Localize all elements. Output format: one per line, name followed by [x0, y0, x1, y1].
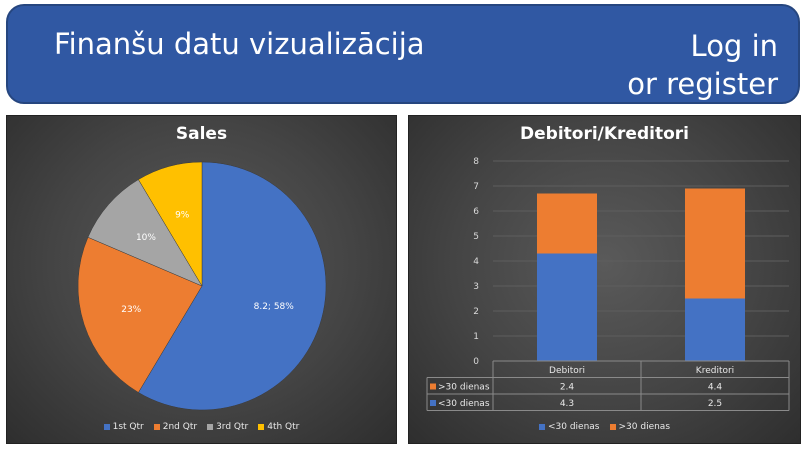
- pie-label-2nd-qtr: 23%: [121, 305, 141, 315]
- sales-pie-chart: 8.2; 58% 23% 10% 9%: [77, 161, 327, 411]
- pie-label-1st-qtr: 8.2; 58%: [254, 302, 295, 312]
- legend-item-4th-qtr: 4th Qtr: [258, 422, 299, 432]
- sales-chart-title: Sales: [175, 124, 228, 144]
- table-cell-value: 2.4: [560, 383, 575, 393]
- table-row-label: <30 dienas: [438, 399, 490, 409]
- table-key-swatch: [430, 400, 436, 406]
- legend-label: >30 dienas: [618, 422, 671, 432]
- legend-label: 4th Qtr: [267, 422, 300, 432]
- debt-bar-chart: 0 1 2 3 4 5 6 7 8 Debitori Kreditori >30 dienas 2.4 4…: [426, 157, 790, 411]
- legend-swatch: [103, 423, 110, 430]
- pie-label-3rd-qtr: 10%: [136, 233, 156, 243]
- pie-slice-3rd-qtr: [87, 179, 203, 287]
- debt-chart-title: Debitori/Kreditori: [520, 124, 689, 144]
- legend-swatch: [258, 423, 265, 430]
- legend-label: 3rd Qtr: [216, 422, 249, 432]
- legend-item-1st-qtr: 1st Qtr: [103, 422, 144, 432]
- y-tick-label: 0: [473, 357, 479, 367]
- bar-kreditori-over-30: [685, 188, 745, 299]
- y-tick-label: 1: [473, 332, 479, 342]
- sales-chart-panel: Sales 8.2; 58% 23% 10% 9% 1st Qtr 2nd Qtr 3rd…: [6, 115, 397, 444]
- y-tick-label: 3: [473, 282, 479, 292]
- debt-legend: <30 dienas >30 dienas: [409, 422, 800, 432]
- app-title: Finanšu datu vizualizācija: [54, 27, 425, 61]
- y-tick-label: 8: [473, 157, 479, 167]
- sales-legend: 1st Qtr 2nd Qtr 3rd Qtr 4th Qtr: [7, 422, 396, 432]
- y-tick-label: 7: [473, 182, 479, 192]
- bar-kreditori-under-30: [685, 298, 745, 361]
- table-header-kreditori: Kreditori: [696, 366, 734, 376]
- legend-label: 2nd Qtr: [162, 422, 198, 432]
- legend-item-3rd-qtr: 3rd Qtr: [207, 422, 248, 432]
- table-cell-value: 4.4: [708, 383, 723, 393]
- table-key-swatch: [430, 383, 436, 390]
- bar-debitori-under-30: [537, 253, 597, 361]
- table-row-label: >30 dienas: [438, 383, 490, 393]
- y-tick-label: 2: [473, 307, 479, 317]
- table-cell-value: 4.3: [560, 399, 574, 409]
- y-tick-label: 5: [473, 232, 479, 242]
- legend-swatch: [207, 423, 214, 430]
- table-cell-value: 2.5: [708, 399, 722, 409]
- register-link[interactable]: or register: [627, 67, 778, 101]
- app-header: Finanšu datu vizualizācija Log in or reg…: [6, 4, 800, 104]
- legend-item-under-30: <30 dienas: [538, 422, 600, 432]
- pie-slice-4th-qtr: [138, 161, 203, 287]
- login-link[interactable]: Log in: [690, 29, 778, 63]
- y-tick-label: 6: [473, 207, 479, 217]
- legend-label: <30 dienas: [547, 422, 600, 432]
- legend-swatch: [609, 423, 616, 430]
- legend-label: 1st Qtr: [112, 422, 144, 432]
- legend-item-2nd-qtr: 2nd Qtr: [153, 422, 198, 432]
- table-header-debitori: Debitori: [549, 366, 585, 376]
- legend-swatch: [153, 423, 160, 430]
- legend-item-over-30: >30 dienas: [609, 422, 671, 432]
- pie-slice-2nd-qtr: [77, 236, 203, 393]
- y-tick-label: 4: [473, 257, 479, 267]
- pie-slice-1st-qtr: [138, 161, 327, 411]
- debt-chart-panel: Debitori/Kreditori 0 1 2 3 4 5 6 7 8 Debitori Kred…: [408, 115, 801, 444]
- pie-label-4th-qtr: 9%: [175, 210, 190, 220]
- legend-swatch: [538, 423, 545, 430]
- login-register-link[interactable]: Log in or register: [627, 27, 778, 103]
- bar-debitori-over-30: [537, 193, 597, 254]
